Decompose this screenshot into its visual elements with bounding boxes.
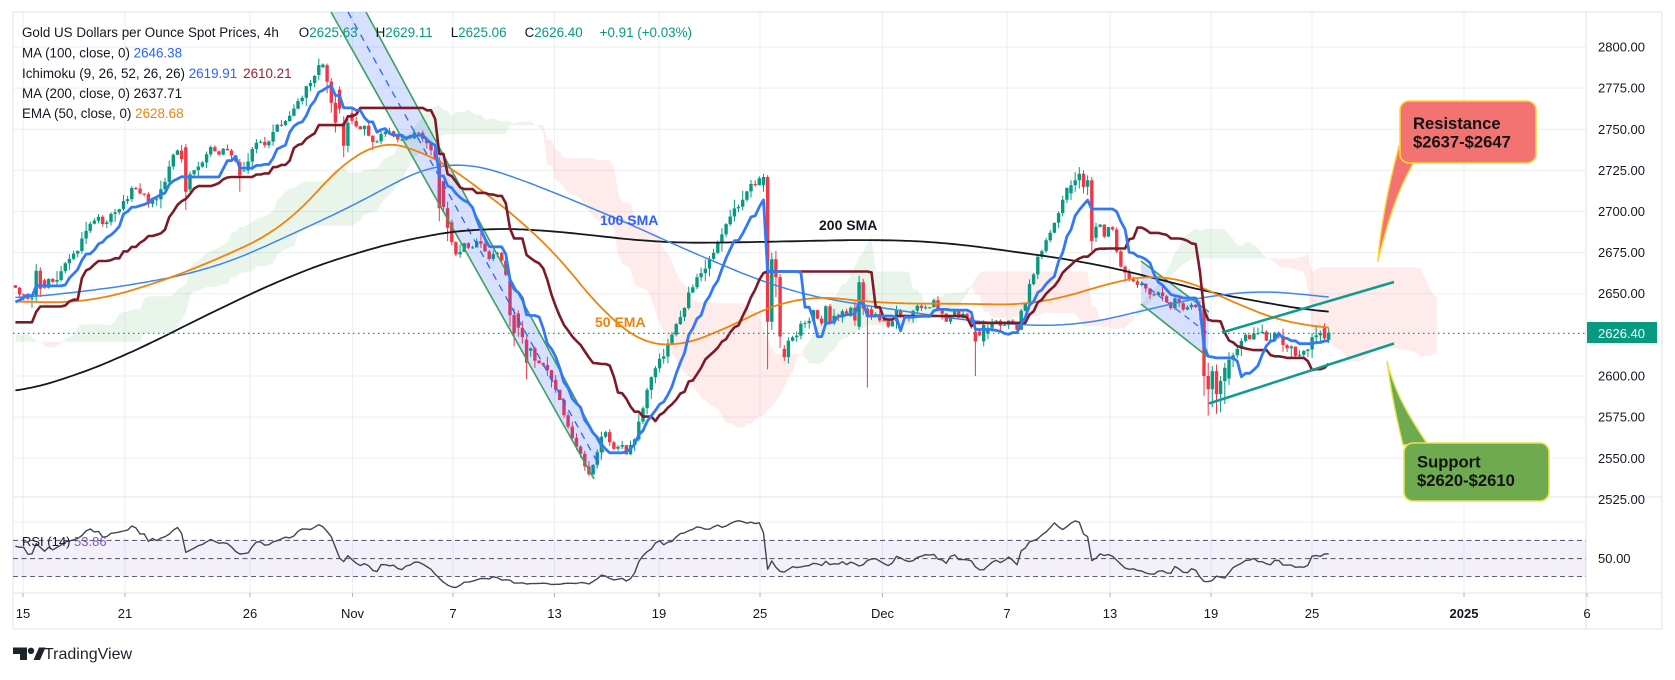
svg-text:200 SMA: 200 SMA — [819, 217, 877, 233]
svg-text:2775.00: 2775.00 — [1598, 81, 1645, 96]
svg-text:21: 21 — [118, 606, 132, 621]
svg-text:2750.00: 2750.00 — [1598, 122, 1645, 137]
svg-text:Ichimoku (9, 26, 52, 26, 26) 2: Ichimoku (9, 26, 52, 26, 26) 2619.91 2610… — [22, 66, 292, 81]
svg-text:2800.00: 2800.00 — [1598, 40, 1645, 55]
svg-text:Resistance: Resistance — [1413, 114, 1501, 133]
svg-text:MA (200, close, 0) 2637.71: MA (200, close, 0) 2637.71 — [22, 86, 182, 101]
svg-text:2725.00: 2725.00 — [1598, 163, 1645, 178]
svg-text:RSI (14) 53.86: RSI (14) 53.86 — [22, 534, 107, 549]
svg-text:2525.00: 2525.00 — [1598, 492, 1645, 507]
svg-text:Dec: Dec — [871, 606, 895, 621]
svg-text:2025: 2025 — [1450, 606, 1479, 621]
svg-text:13: 13 — [1103, 606, 1117, 621]
svg-text:EMA (50, close, 0) 2628.68: EMA (50, close, 0) 2628.68 — [22, 106, 184, 121]
svg-text:$2637-$2647: $2637-$2647 — [1413, 133, 1511, 152]
svg-text:2600.00: 2600.00 — [1598, 369, 1645, 384]
svg-text:26: 26 — [243, 606, 257, 621]
svg-text:13: 13 — [547, 606, 561, 621]
svg-text:MA (100, close, 0) 2646.38: MA (100, close, 0) 2646.38 — [22, 46, 182, 61]
svg-text:Gold US Dollars per Ounce Spot: Gold US Dollars per Ounce Spot Prices, 4… — [22, 25, 692, 40]
svg-text:2550.00: 2550.00 — [1598, 451, 1645, 466]
svg-text:TradingView: TradingView — [44, 646, 132, 663]
svg-text:50 EMA: 50 EMA — [595, 314, 646, 330]
svg-text:50.00: 50.00 — [1598, 551, 1631, 566]
svg-text:7: 7 — [1003, 606, 1010, 621]
svg-text:2575.00: 2575.00 — [1598, 410, 1645, 425]
svg-text:2675.00: 2675.00 — [1598, 245, 1645, 260]
svg-text:Nov: Nov — [341, 606, 365, 621]
svg-text:25: 25 — [1305, 606, 1319, 621]
svg-text:25: 25 — [753, 606, 767, 621]
svg-text:2650.00: 2650.00 — [1598, 286, 1645, 301]
svg-text:15: 15 — [16, 606, 30, 621]
svg-text:2626.40: 2626.40 — [1598, 326, 1645, 341]
svg-text:100 SMA: 100 SMA — [600, 212, 658, 228]
svg-text:6: 6 — [1583, 606, 1590, 621]
svg-text:19: 19 — [652, 606, 666, 621]
svg-text:Support: Support — [1417, 453, 1481, 472]
svg-text:7: 7 — [449, 606, 456, 621]
svg-text:$2620-$2610: $2620-$2610 — [1417, 471, 1515, 490]
svg-text:2700.00: 2700.00 — [1598, 204, 1645, 219]
svg-text:19: 19 — [1204, 606, 1218, 621]
